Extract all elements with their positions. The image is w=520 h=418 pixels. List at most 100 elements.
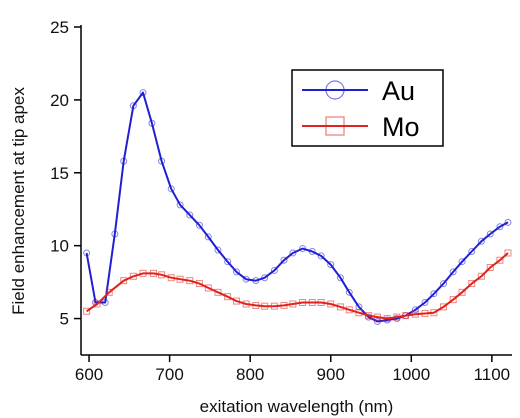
data-point bbox=[148, 119, 156, 127]
data-point bbox=[186, 277, 194, 285]
data-point bbox=[317, 299, 325, 307]
data-point bbox=[204, 284, 212, 292]
data-point bbox=[421, 309, 429, 317]
data-point bbox=[214, 288, 222, 296]
x-ticks: 600 700 800 900 1000 1100 bbox=[75, 355, 510, 384]
data-point bbox=[280, 256, 288, 264]
legend-marker bbox=[325, 116, 345, 136]
data-point bbox=[458, 258, 466, 266]
data-point bbox=[365, 312, 373, 320]
x-tick-label: 600 bbox=[75, 365, 103, 384]
x-tick-label: 700 bbox=[155, 365, 183, 384]
data-point bbox=[129, 272, 137, 280]
data-point bbox=[224, 293, 232, 301]
data-point bbox=[477, 237, 485, 245]
data-point bbox=[270, 266, 278, 274]
data-point bbox=[93, 300, 101, 308]
data-point bbox=[486, 264, 494, 272]
x-tick-label: 800 bbox=[236, 365, 264, 384]
data-point bbox=[270, 302, 278, 310]
data-point bbox=[458, 288, 466, 296]
data-point bbox=[158, 157, 166, 165]
x-tick-label: 900 bbox=[317, 365, 345, 384]
data-point bbox=[139, 89, 147, 97]
data-point bbox=[129, 102, 137, 110]
data-point bbox=[186, 211, 194, 219]
data-point bbox=[327, 261, 335, 269]
data-point bbox=[280, 301, 288, 309]
data-point bbox=[440, 280, 448, 288]
data-point bbox=[430, 309, 438, 317]
data-point bbox=[120, 277, 128, 285]
data-point bbox=[383, 315, 391, 323]
axes: 600 700 800 900 1000 1100 5 10 15 20 25 bbox=[50, 18, 512, 384]
data-point bbox=[224, 258, 232, 266]
data-point bbox=[355, 309, 363, 317]
data-point bbox=[111, 230, 119, 238]
data-point bbox=[158, 271, 166, 279]
data-point bbox=[468, 247, 476, 255]
plot-area bbox=[83, 89, 512, 325]
data-point bbox=[393, 313, 401, 321]
data-point bbox=[176, 275, 184, 283]
data-point bbox=[167, 274, 175, 282]
data-point bbox=[308, 247, 316, 255]
data-point bbox=[105, 288, 113, 296]
legend-item-au: Au bbox=[302, 76, 415, 106]
data-point bbox=[421, 299, 429, 307]
data-point bbox=[373, 313, 381, 321]
y-tick-label: 20 bbox=[50, 91, 69, 110]
series-mo bbox=[83, 249, 512, 323]
x-tick-label: 1100 bbox=[474, 365, 511, 384]
x-axis-title: exitation wavelength (nm) bbox=[200, 397, 394, 416]
y-tick-label: 15 bbox=[50, 164, 69, 183]
series-line-au bbox=[85, 91, 509, 323]
data-point bbox=[308, 299, 316, 307]
data-point bbox=[496, 223, 504, 231]
data-point bbox=[195, 280, 203, 288]
data-point bbox=[504, 218, 512, 226]
data-point bbox=[496, 256, 504, 264]
data-point bbox=[504, 249, 512, 257]
data-point bbox=[336, 303, 344, 311]
y-tick-label: 25 bbox=[50, 18, 69, 37]
data-point bbox=[336, 274, 344, 282]
data-point bbox=[204, 233, 212, 241]
data-point bbox=[101, 299, 109, 307]
data-point bbox=[195, 221, 203, 229]
data-point bbox=[411, 310, 419, 318]
x-tick-label: 1000 bbox=[392, 365, 430, 384]
data-point bbox=[327, 300, 335, 308]
data-point bbox=[317, 252, 325, 260]
series-au bbox=[83, 89, 512, 325]
data-point bbox=[402, 312, 410, 320]
data-point bbox=[232, 297, 240, 305]
data-point bbox=[477, 272, 485, 280]
y-axis-title: Field enhancement at tip apex bbox=[9, 87, 28, 315]
data-point bbox=[373, 317, 381, 325]
data-point bbox=[176, 201, 184, 209]
data-point bbox=[468, 280, 476, 288]
data-point bbox=[345, 306, 353, 314]
data-point bbox=[299, 245, 307, 253]
data-point bbox=[242, 300, 250, 308]
legend: Au Mo bbox=[291, 69, 444, 147]
data-point bbox=[261, 274, 269, 282]
data-point bbox=[242, 275, 250, 283]
data-point bbox=[120, 157, 128, 165]
data-point bbox=[214, 246, 222, 254]
legend-marker bbox=[325, 80, 345, 100]
y-tick-label: 5 bbox=[60, 310, 69, 329]
data-point bbox=[167, 185, 175, 193]
data-point bbox=[150, 269, 158, 277]
data-point bbox=[289, 300, 297, 308]
data-point bbox=[449, 296, 457, 304]
legend-box bbox=[291, 69, 444, 147]
y-ticks: 5 10 15 20 25 bbox=[50, 18, 81, 329]
data-point bbox=[449, 268, 457, 276]
legend-label: Mo bbox=[382, 112, 420, 142]
legend-item-mo: Mo bbox=[302, 112, 420, 142]
legend-label: Au bbox=[382, 76, 415, 106]
y-tick-label: 10 bbox=[50, 237, 69, 256]
